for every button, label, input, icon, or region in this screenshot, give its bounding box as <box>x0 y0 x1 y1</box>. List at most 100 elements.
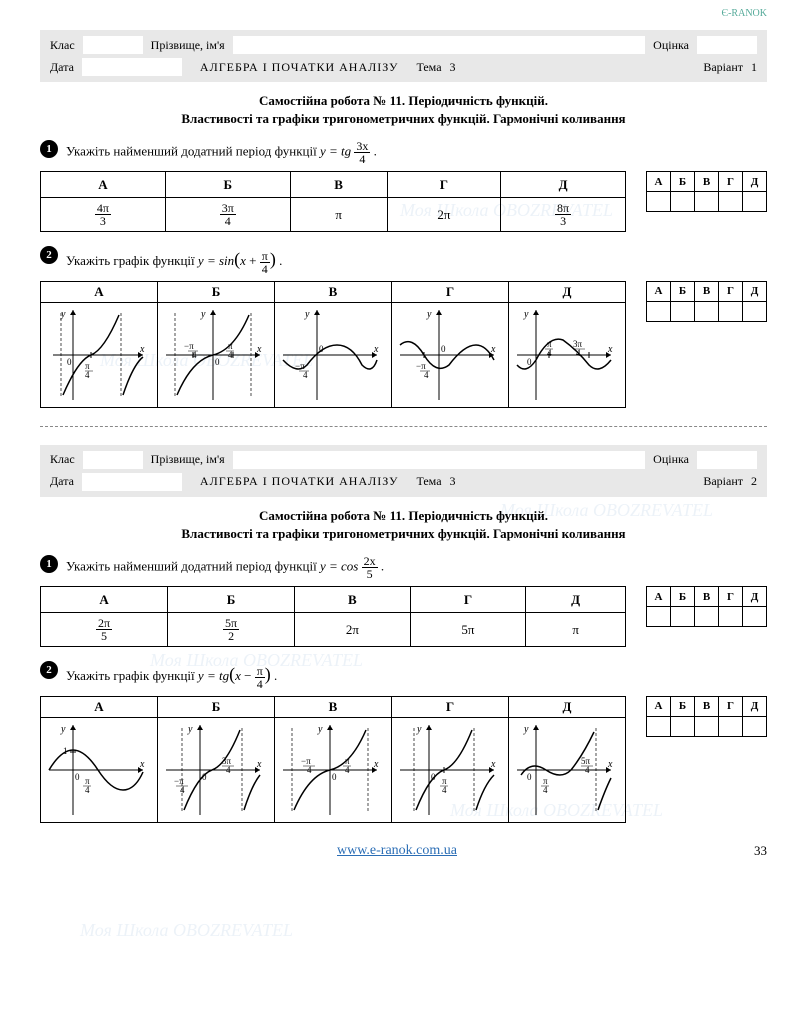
graph-B-v2: xy 0 −π4 3π4 <box>158 717 275 822</box>
answer-grid-v1q1[interactable]: АБВГД <box>646 171 767 212</box>
svg-text:4: 4 <box>85 785 90 795</box>
svg-text:4: 4 <box>442 785 447 795</box>
worksheet-title: Самостійна робота № 11. Періодичність фу… <box>40 507 767 543</box>
answer-grid-v2q2[interactable]: АБВГД <box>646 696 767 737</box>
svg-text:x: x <box>607 344 613 355</box>
class-label: Клас <box>50 452 75 467</box>
svg-text:0: 0 <box>527 357 532 367</box>
graph-B: xy 0 −π4 π4 <box>158 302 275 407</box>
theme-number: 3 <box>450 60 456 75</box>
subject-text: АЛГЕБРА І ПОЧАТКИ АНАЛІЗУ <box>200 474 399 489</box>
class-label: Клас <box>50 38 75 53</box>
cut-line <box>40 426 767 427</box>
question-1-v2: 1 Укажіть найменший додатний період функ… <box>40 555 767 580</box>
header-block-variant1: Клас Прізвище, ім'я Оцінка Дата АЛГЕБРА … <box>40 30 767 82</box>
svg-text:y: y <box>426 309 432 320</box>
svg-text:y: y <box>523 724 529 735</box>
class-field[interactable] <box>83 451 143 469</box>
variant-label: Варіант <box>703 474 743 489</box>
choice-cell: 2π <box>387 198 501 232</box>
question-text: Укажіть графік функції y = tg(x − π4) . <box>66 661 767 690</box>
choice-cell: 2π5 <box>41 613 168 647</box>
svg-text:x: x <box>256 759 262 770</box>
choices-table-v1q1: А Б В Г Д 4π3 3π4 π 2π 8π3 <box>40 171 626 232</box>
svg-text:y: y <box>416 724 422 735</box>
svg-text:0: 0 <box>441 344 446 354</box>
svg-text:1: 1 <box>63 746 68 756</box>
svg-text:x: x <box>607 759 613 770</box>
question-number-badge: 1 <box>40 140 58 158</box>
svg-text:y: y <box>200 309 206 320</box>
theme-label: Тема <box>416 60 441 75</box>
svg-text:4: 4 <box>585 765 590 775</box>
svg-text:4: 4 <box>307 765 312 775</box>
choice-cell: 5π <box>410 613 526 647</box>
graph-table-v1q2: АБВГД xy 0 π 4 <box>40 281 626 408</box>
svg-text:4: 4 <box>180 785 185 795</box>
graph-D: xy 0 π4 3π4 <box>509 302 626 407</box>
page-number: 33 <box>754 843 767 859</box>
question-text: Укажіть найменший додатний період функці… <box>66 555 767 580</box>
grade-field[interactable] <box>697 36 757 54</box>
variant-number: 1 <box>751 60 757 75</box>
watermark: Моя Школа OBOZREVATEL <box>80 920 293 941</box>
grade-label: Оцінка <box>653 452 689 467</box>
graph-V-v2: xy 0 −π4 π4 <box>275 717 392 822</box>
choice-cell: 4π3 <box>41 198 166 232</box>
graph-D-v2: xy 0 π4 5π4 <box>509 717 626 822</box>
svg-text:y: y <box>317 724 323 735</box>
svg-text:x: x <box>139 344 145 355</box>
choice-header: А <box>41 172 166 198</box>
page-footer: www.e-ranok.com.ua 33 <box>40 843 767 859</box>
svg-text:4: 4 <box>85 370 90 380</box>
choice-cell: π <box>290 198 387 232</box>
date-label: Дата <box>50 60 74 75</box>
question-2: 2 Укажіть графік функції y = sin(x + π4)… <box>40 246 767 275</box>
question-text: Укажіть найменший додатний період функці… <box>66 140 767 165</box>
question-number-badge: 1 <box>40 555 58 573</box>
svg-text:0: 0 <box>319 344 324 354</box>
choice-header: Г <box>387 172 501 198</box>
choice-header: Б <box>165 172 290 198</box>
date-field[interactable] <box>82 58 182 76</box>
svg-text:x: x <box>490 344 496 355</box>
svg-text:4: 4 <box>228 350 233 360</box>
svg-text:y: y <box>60 724 66 735</box>
grade-label: Оцінка <box>653 38 689 53</box>
name-label: Прізвище, ім'я <box>151 452 225 467</box>
class-field[interactable] <box>83 36 143 54</box>
svg-text:4: 4 <box>543 785 548 795</box>
svg-text:4: 4 <box>303 370 308 380</box>
svg-text:x: x <box>490 759 496 770</box>
choice-cell: 3π4 <box>165 198 290 232</box>
svg-text:4: 4 <box>424 370 429 380</box>
choice-header: В <box>290 172 387 198</box>
svg-text:y: y <box>187 724 193 735</box>
theme-number: 3 <box>450 474 456 489</box>
answer-grid-v2q1[interactable]: АБВГД <box>646 586 767 627</box>
svg-text:x: x <box>256 344 262 355</box>
svg-text:0: 0 <box>202 772 207 782</box>
name-field[interactable] <box>233 451 646 469</box>
publisher-link[interactable]: www.e-ranok.com.ua <box>337 843 457 859</box>
svg-text:4: 4 <box>345 765 350 775</box>
svg-text:0: 0 <box>75 772 80 782</box>
choice-cell: 8π3 <box>501 198 626 232</box>
svg-text:4: 4 <box>226 765 231 775</box>
svg-text:y: y <box>523 309 529 320</box>
worksheet-title: Самостійна робота № 11. Періодичність фу… <box>40 92 767 128</box>
graph-A: xy 0 π 4 <box>41 302 158 407</box>
theme-label: Тема <box>416 474 441 489</box>
answer-grid-v1q2[interactable]: АБВГД <box>646 281 767 322</box>
question-number-badge: 2 <box>40 246 58 264</box>
svg-text:0: 0 <box>215 357 220 367</box>
choice-cell: 5π2 <box>168 613 295 647</box>
question-text: Укажіть графік функції y = sin(x + π4) . <box>66 246 767 275</box>
question-2-v2: 2 Укажіть графік функції y = tg(x − π4) … <box>40 661 767 690</box>
choice-cell: 2π <box>295 613 411 647</box>
date-field[interactable] <box>82 473 182 491</box>
grade-field[interactable] <box>697 451 757 469</box>
graph-V: xy 0 −π4 <box>275 302 392 407</box>
variant-number: 2 <box>751 474 757 489</box>
name-field[interactable] <box>233 36 646 54</box>
